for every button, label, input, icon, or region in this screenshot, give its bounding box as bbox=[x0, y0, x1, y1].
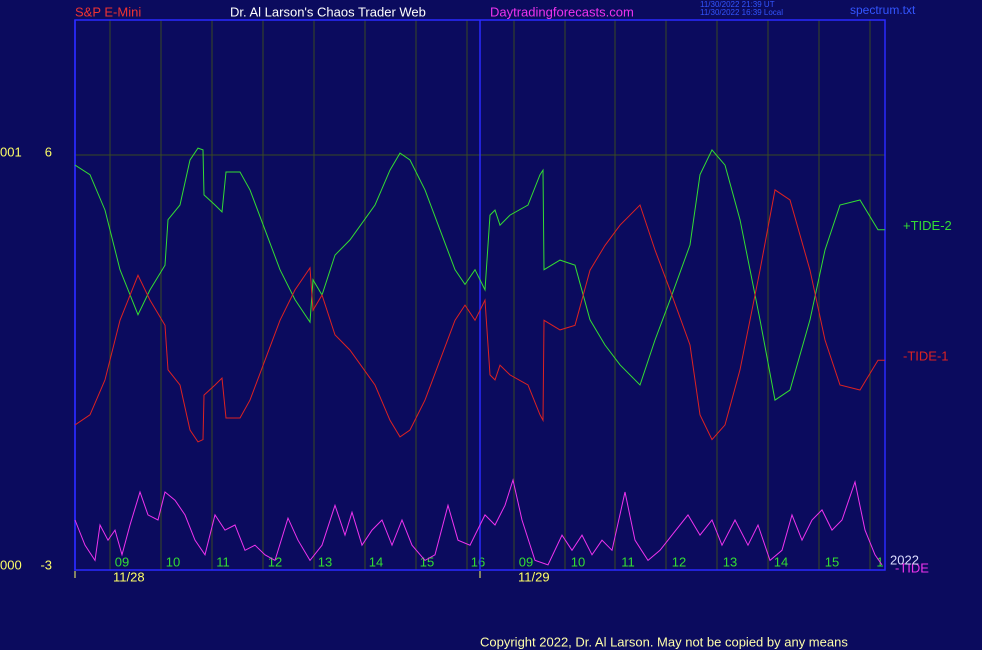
y-tick-label: -3 bbox=[40, 558, 52, 573]
day-label: 11/28 bbox=[113, 569, 145, 584]
series-line bbox=[74, 147, 885, 401]
x-tick-label: 15 bbox=[825, 554, 839, 569]
series-line bbox=[74, 478, 883, 566]
x-tick-label: 10 bbox=[166, 554, 180, 569]
site: Daytradingforecasts.com bbox=[490, 4, 634, 19]
y-tick-label: 6 bbox=[45, 144, 52, 159]
x-tick-label: 12 bbox=[268, 554, 282, 569]
timestamp: 11/30/2022 21:39 UT bbox=[700, 0, 775, 9]
x-tick-label: 11 bbox=[621, 554, 635, 569]
file-name: spectrum.txt bbox=[850, 3, 916, 17]
day-label: 11/29 bbox=[518, 569, 550, 584]
timestamp: 11/30/2022 16:39 Local bbox=[700, 8, 783, 17]
chart-title: Dr. Al Larson's Chaos Trader Web bbox=[230, 4, 426, 19]
x-tick-label: 13 bbox=[723, 554, 737, 569]
copyright: Copyright 2022, Dr. Al Larson. May not b… bbox=[480, 634, 848, 649]
x-tick-label: 10 bbox=[571, 554, 585, 569]
x-tick-label: 11 bbox=[216, 554, 230, 569]
y-prefix: 000 bbox=[0, 557, 22, 572]
series-label: -TIDE bbox=[895, 560, 929, 575]
x-tick-label: 14 bbox=[774, 554, 788, 569]
annotation: 2022 bbox=[890, 552, 919, 567]
series-label: -TIDE-1 bbox=[903, 349, 949, 364]
x-tick-label: 13 bbox=[318, 554, 332, 569]
x-tick-label: 16 bbox=[471, 554, 485, 569]
instrument: S&P E-Mini bbox=[75, 4, 141, 19]
series-line bbox=[74, 189, 885, 443]
series-label: +TIDE-2 bbox=[903, 218, 952, 233]
x-tick-label: 14 bbox=[369, 554, 383, 569]
x-tick-label: 12 bbox=[672, 554, 686, 569]
x-tick-label: 09 bbox=[519, 554, 533, 569]
y-prefix: 001 bbox=[0, 144, 22, 159]
grid bbox=[75, 20, 885, 570]
x-tick-label: 09 bbox=[115, 554, 129, 569]
